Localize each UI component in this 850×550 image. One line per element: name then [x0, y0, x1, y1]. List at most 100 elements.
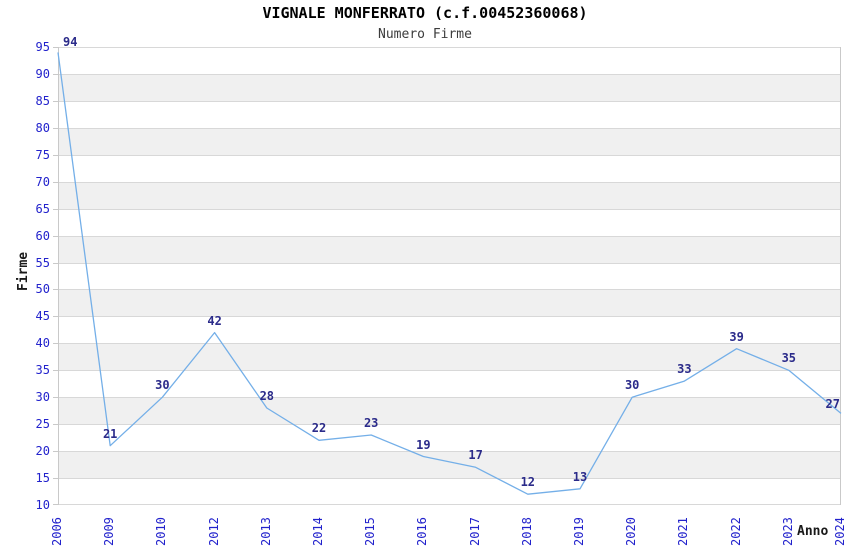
grid-line: [58, 74, 841, 75]
y-tick-mark: [53, 424, 58, 425]
x-tick-label: 2014: [311, 517, 325, 546]
y-tick-label: 20: [35, 444, 50, 459]
grid-line: [58, 263, 841, 264]
grid-line: [58, 47, 841, 48]
data-point-label: 23: [363, 415, 379, 430]
y-tick-mark: [53, 504, 58, 505]
y-tick-label: 55: [35, 255, 50, 270]
x-tick-label: 2021: [676, 517, 691, 546]
y-tick-label: 35: [35, 363, 50, 378]
data-point-label: 19: [416, 437, 431, 452]
y-grid-band: [58, 397, 841, 425]
y-tick-mark: [53, 128, 58, 129]
y-tick-label: 75: [35, 147, 50, 162]
x-tick-label: 2009: [102, 517, 117, 546]
data-point-label: 13: [572, 469, 588, 484]
y-tick-mark: [53, 155, 58, 156]
y-tick-label: 65: [35, 201, 50, 216]
y-tick-mark: [53, 451, 58, 452]
y-tick-label: 15: [35, 471, 50, 486]
series-line-svg: [57, 52, 842, 495]
y-tick-label: 95: [35, 40, 50, 54]
data-point-label: 21: [102, 426, 118, 441]
y-grid-band: [58, 451, 841, 479]
x-tick-label: 2018: [519, 517, 534, 546]
x-tick-label: 2016: [415, 517, 430, 546]
y-grid-band: [58, 127, 841, 155]
x-tick-label: 2006: [50, 517, 64, 546]
y-tick-mark: [53, 397, 58, 398]
grid-line: [58, 451, 841, 452]
y-tick-label: 80: [35, 120, 50, 135]
data-point-label: 27: [825, 397, 840, 412]
x-tick-label: 2024: [833, 517, 847, 546]
grid-line: [58, 128, 841, 129]
plot-border: [840, 47, 841, 505]
y-tick-mark: [53, 101, 58, 102]
x-tick-label: 2013: [258, 517, 273, 546]
y-tick-mark: [53, 263, 58, 264]
data-point-label: 22: [311, 421, 327, 436]
y-tick-label: 25: [35, 417, 50, 432]
y-tick-label: 30: [35, 390, 50, 405]
grid-line: [58, 209, 841, 210]
y-grid-band: [58, 235, 841, 263]
grid-line: [58, 155, 841, 156]
grid-line: [58, 101, 841, 102]
chart-title: VIGNALE MONFERRATO (c.f.00452360068): [262, 4, 588, 22]
y-grid-band: [58, 289, 841, 317]
chart-subtitle: Numero Firme: [378, 27, 472, 42]
y-tick-mark: [53, 289, 58, 290]
data-point-label: 39: [729, 329, 744, 344]
y-tick-label: 85: [35, 93, 50, 108]
x-axis-title: Anno: [797, 524, 829, 539]
grid-line: [58, 370, 841, 371]
data-point-label: 28: [259, 389, 275, 403]
y-tick-mark: [53, 343, 58, 344]
data-point-label: 30: [624, 378, 640, 393]
data-point-label: 17: [468, 448, 483, 463]
data-point-label: 35: [781, 351, 797, 366]
data-point-label: 42: [207, 313, 222, 328]
y-tick-label: 90: [35, 66, 50, 81]
plot-border: [58, 47, 59, 505]
x-tick-label: 2017: [467, 517, 482, 546]
y-tick-mark: [53, 182, 58, 183]
y-tick-label: 60: [35, 228, 50, 243]
y-tick-mark: [53, 209, 58, 210]
grid-line: [58, 478, 841, 479]
series-line: [57, 52, 842, 495]
y-tick-mark: [53, 370, 58, 371]
data-point-label: 94: [63, 35, 78, 50]
grid-line: [58, 316, 841, 317]
y-tick-label: 70: [35, 174, 50, 189]
y-tick-label: 50: [35, 282, 50, 297]
y-tick-mark: [53, 316, 58, 317]
x-tick-label: 2015: [363, 517, 378, 546]
grid-line: [58, 236, 841, 237]
x-tick-label: 2022: [728, 517, 743, 546]
x-tick-label: 2019: [572, 517, 586, 546]
y-tick-mark: [53, 236, 58, 237]
grid-line: [58, 504, 841, 505]
x-tick-label: 2012: [206, 517, 221, 546]
y-tick-label: 10: [35, 498, 50, 512]
x-tick-label: 2023: [780, 517, 795, 546]
y-grid-band: [58, 181, 841, 209]
data-point-label: 33: [677, 362, 692, 377]
grid-line: [58, 424, 841, 425]
plot-area: 94 21 30 42 28 22 23 19 17 12 13 30 33 39 35 27: [57, 36, 842, 505]
data-point-label: 12: [520, 475, 536, 490]
y-tick-mark: [53, 47, 58, 48]
grid-line: [58, 397, 841, 398]
grid-line: [58, 182, 841, 183]
x-tick-label: 2010: [154, 517, 169, 546]
y-grid-band: [58, 73, 841, 101]
data-point-label: 30: [155, 378, 170, 393]
grid-line: [58, 289, 841, 290]
y-tick-label: 40: [35, 336, 50, 351]
x-tick-label: 2020: [624, 517, 639, 546]
y-tick-mark: [53, 478, 58, 479]
y-tick-mark: [53, 74, 58, 75]
